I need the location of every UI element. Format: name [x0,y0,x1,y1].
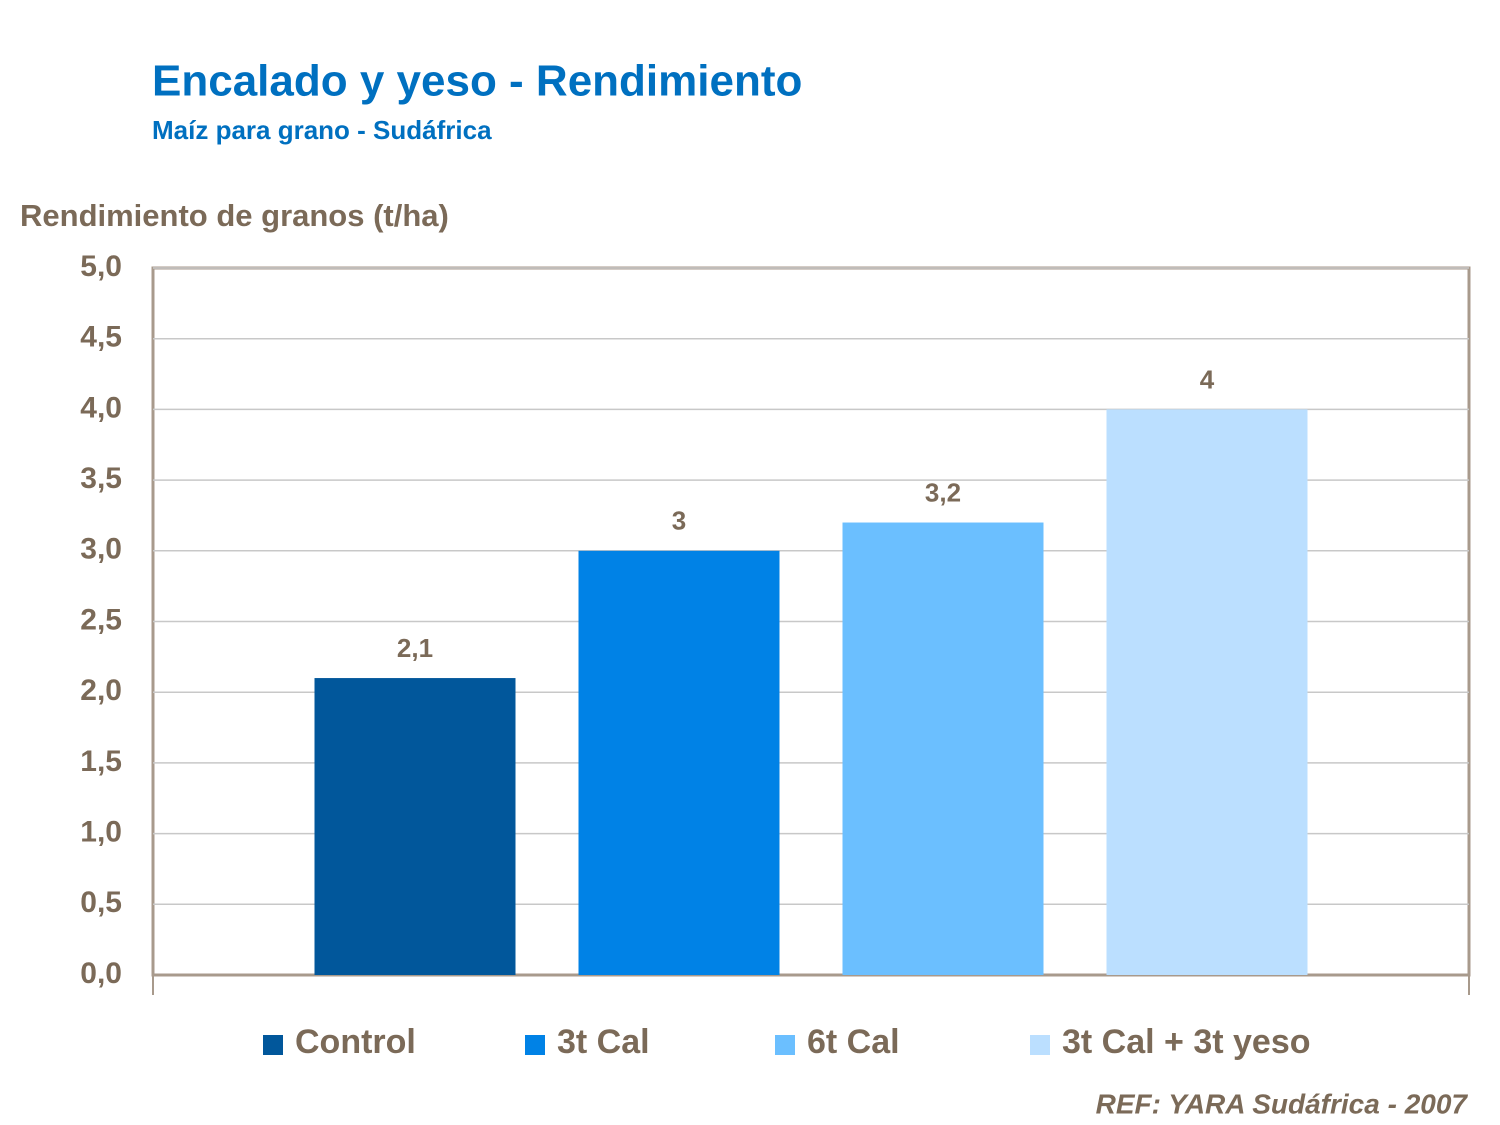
legend-swatch [525,1035,545,1055]
data-label: 4 [1200,364,1215,394]
y-tick-label: 4,5 [80,321,122,354]
legend-label: 6t Cal [807,1023,900,1061]
legend-swatch [1030,1035,1050,1055]
y-tick-label: 1,5 [80,745,122,778]
data-label: 2,1 [397,633,433,663]
y-tick-label: 1,0 [80,816,122,849]
y-tick-label: 2,0 [80,674,122,707]
legend-label: 3t Cal [557,1023,650,1061]
y-axis-label: Rendimiento de granos (t/ha) [20,198,449,233]
y-tick-label: 0,0 [80,957,122,990]
legend-swatch [775,1035,795,1055]
legend-label: Control [295,1023,416,1061]
bar [1106,409,1308,975]
y-tick-label: 0,5 [80,886,122,919]
bar [578,550,780,975]
y-tick-label: 3,5 [80,462,122,495]
y-tick-label: 3,0 [80,533,122,566]
legend-swatch [263,1035,283,1055]
chart-subtitle: Maíz para grano - Sudáfrica [152,115,492,145]
data-label: 3,2 [925,477,961,507]
y-tick-label: 4,0 [80,391,122,424]
bar [842,522,1044,975]
y-tick-label: 2,5 [80,603,122,636]
data-label: 3 [672,506,686,536]
chart-title: Encalado y yeso - Rendimiento [152,57,802,106]
bar [314,678,516,975]
legend-label: 3t Cal + 3t yeso [1062,1023,1311,1061]
y-tick-label: 5,0 [80,250,122,283]
source-note: REF: YARA Sudáfrica - 2007 [1096,1088,1469,1119]
